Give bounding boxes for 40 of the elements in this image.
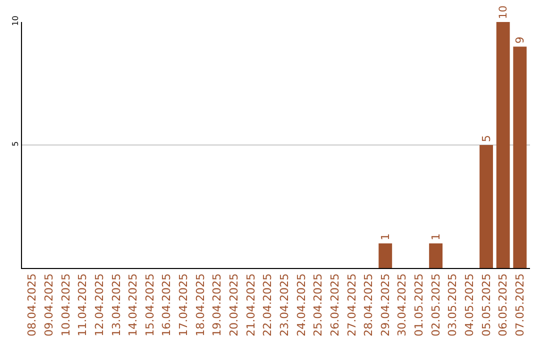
bar	[429, 243, 443, 268]
x-tick-label: 11.04.2025	[76, 273, 90, 336]
x-tick-label: 26.04.2025	[328, 273, 342, 336]
data-label: 10	[497, 5, 510, 19]
x-tick-label: 23.04.2025	[278, 273, 291, 336]
x-tick-label: 27.04.2025	[345, 273, 358, 336]
x-tick-label: 04.05.2025	[463, 273, 476, 336]
x-tick-label: 10.04.2025	[59, 273, 72, 336]
x-tick-label: 03.05.2025	[446, 273, 460, 336]
x-tick-label: 08.04.2025	[26, 273, 39, 336]
x-tick-label: 28.04.2025	[362, 273, 376, 336]
x-tick-label: 12.04.2025	[92, 273, 106, 336]
x-tick-label: 30.04.2025	[396, 273, 409, 336]
x-tick-label: 16.04.2025	[160, 273, 174, 336]
x-tick-label: 05.05.2025	[480, 273, 493, 336]
x-tick-label: 18.04.2025	[194, 273, 207, 336]
x-tick-label: 17.04.2025	[177, 273, 190, 336]
x-tick-label: 14.04.2025	[126, 273, 140, 336]
bar	[496, 22, 510, 268]
x-tick-label: 19.04.2025	[210, 273, 224, 336]
x-tick-label: 20.04.2025	[228, 273, 241, 336]
bar	[378, 243, 392, 268]
data-label: 5	[480, 135, 493, 142]
bar	[513, 46, 527, 268]
x-tick-label: 22.04.2025	[261, 273, 274, 336]
x-tick-label: 15.04.2025	[143, 273, 156, 336]
x-tick-label: 21.04.2025	[244, 273, 258, 336]
x-tick-label: 13.04.2025	[110, 273, 123, 336]
bar	[480, 145, 493, 268]
x-tick-label: 29.04.2025	[378, 273, 392, 336]
data-label: 1	[429, 233, 442, 240]
x-tick-label: 01.05.2025	[412, 273, 426, 336]
x-tick-label: 06.05.2025	[496, 273, 510, 336]
data-label: 9	[513, 36, 526, 44]
x-tick-label: 24.04.2025	[294, 273, 308, 336]
data-label: 1	[378, 233, 392, 240]
x-tick-label: 25.04.2025	[312, 273, 325, 336]
x-tick-label: 02.05.2025	[429, 273, 442, 336]
x-tick-label: 09.04.2025	[42, 273, 56, 336]
x-tick-label: 07.05.2025	[513, 273, 526, 336]
